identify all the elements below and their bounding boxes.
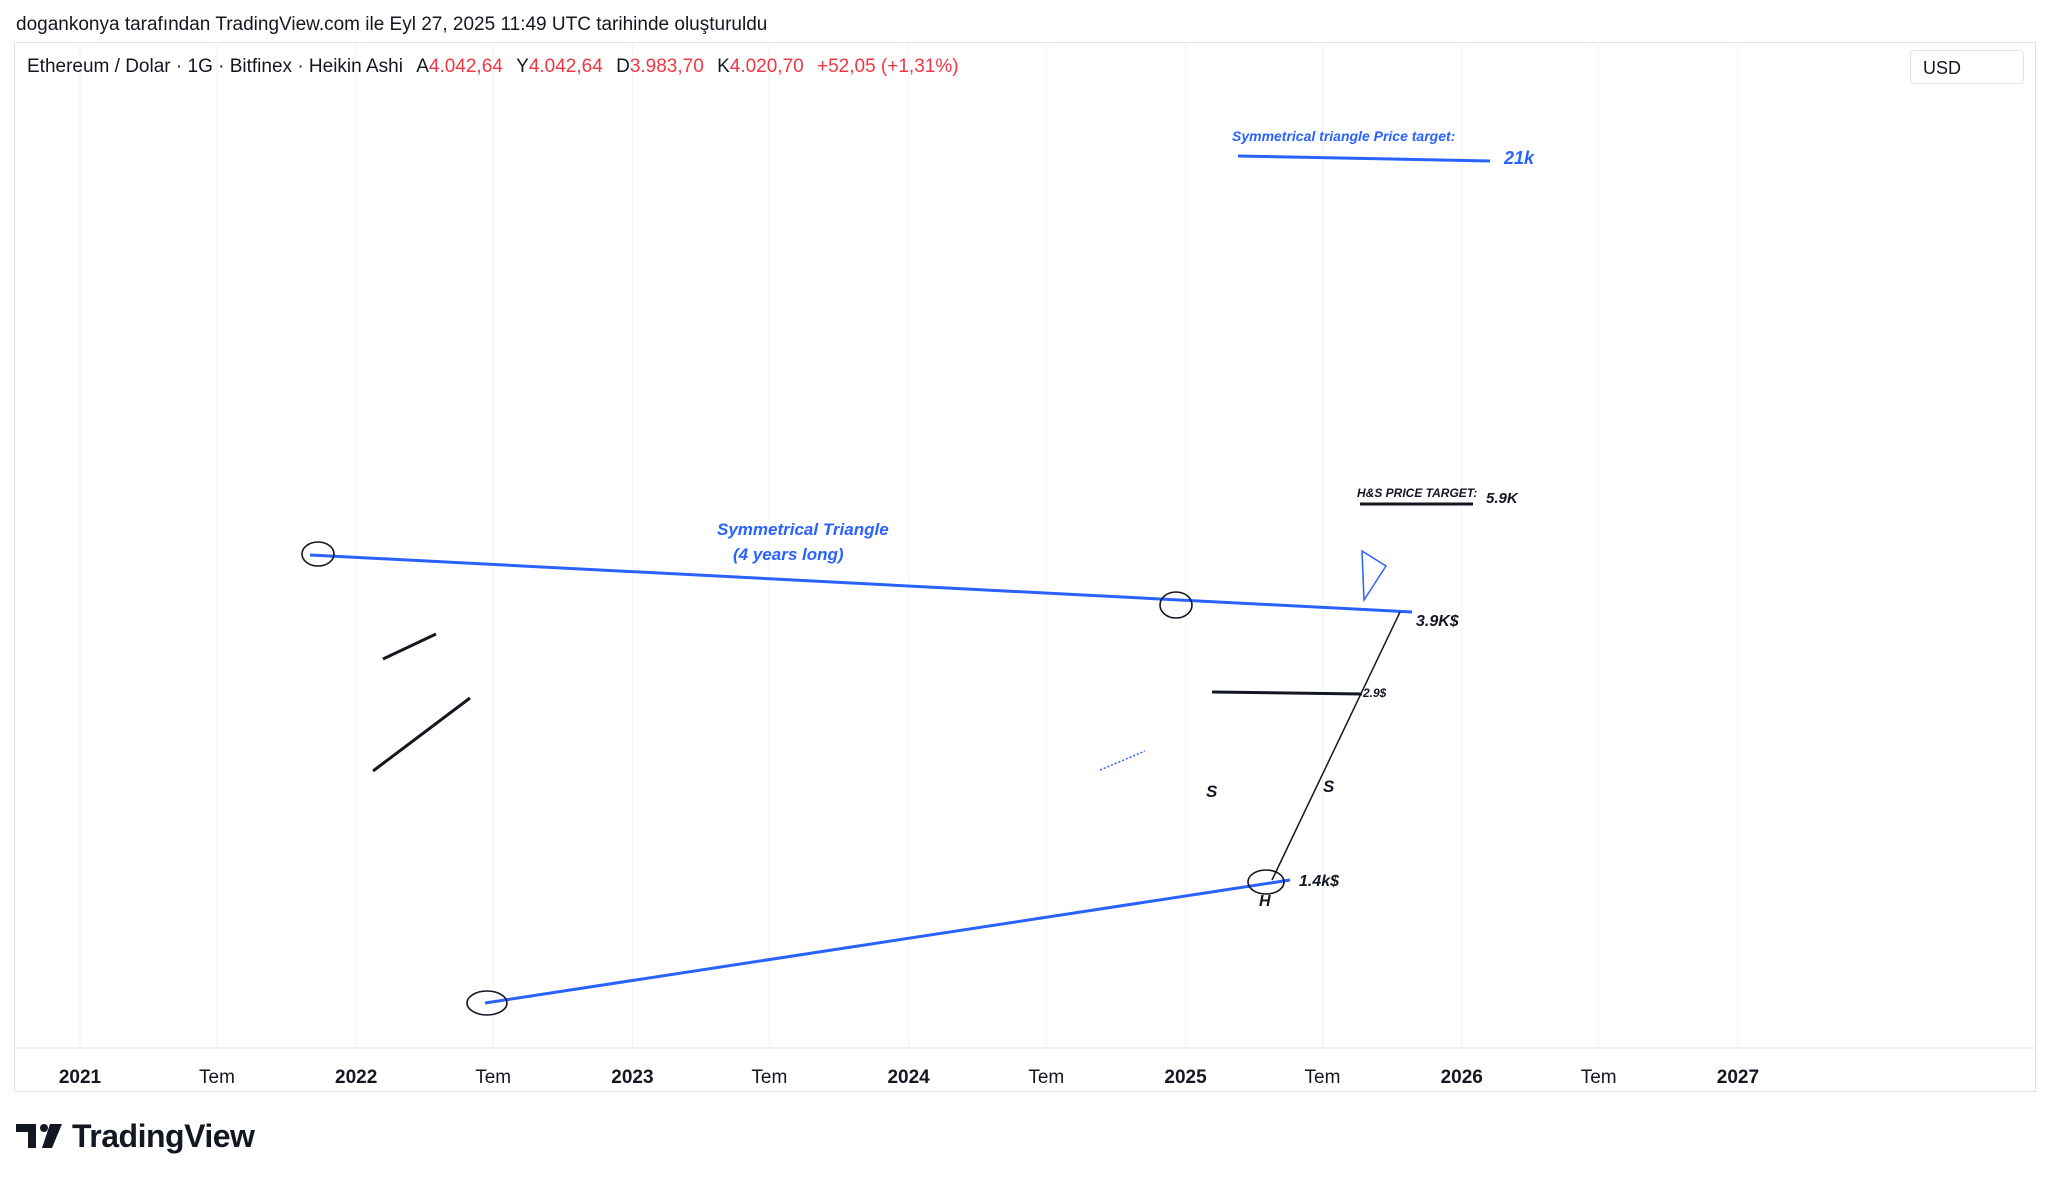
x-tick-label: Tem	[1581, 1067, 1617, 1088]
legend-high-label: Y	[516, 56, 529, 77]
dotted-support	[1099, 750, 1146, 771]
chart-caption: dogankonya tarafından TradingView.com il…	[16, 14, 768, 35]
hs-text: H&S PRICE TARGET:	[1357, 486, 1477, 500]
legend-close: 4.020,70	[729, 56, 804, 77]
x-tick-label: 2025	[1164, 1067, 1207, 1088]
price-target-line	[1237, 154, 1491, 163]
currency-button[interactable]: USD	[1910, 50, 2024, 84]
x-tick-label: 2024	[887, 1067, 930, 1088]
legend-change: +52,05 (+1,31%)	[817, 56, 959, 77]
x-tick-label: Tem	[475, 1067, 511, 1088]
x-tick-label: 2027	[1717, 1067, 1759, 1088]
left-shoulder-label: S	[1206, 782, 1218, 801]
triangle-upper-trendline	[309, 553, 1413, 614]
neckline	[1211, 690, 1363, 696]
legend-low: 3.983,70	[629, 56, 704, 77]
tradingview-logo-icon	[16, 1124, 62, 1148]
x-tick-label: Tem	[1305, 1067, 1341, 1088]
x-tick-label: 2026	[1441, 1067, 1483, 1088]
triangle-subtitle: (4 years long)	[733, 545, 844, 564]
chart-frame	[14, 42, 2036, 1092]
x-tick-label: 2021	[59, 1067, 102, 1088]
level-1-4k: 1.4k$	[1299, 873, 1340, 890]
tradingview-logo[interactable]: TradingView	[16, 1116, 255, 1156]
head-label: H	[1259, 893, 1271, 910]
pennant-lower-line	[372, 696, 471, 773]
x-tick-label: Tem	[199, 1067, 235, 1088]
head-circle	[1247, 869, 1285, 895]
legend-low-label: D	[616, 56, 630, 77]
brand-name: TradingView	[72, 1117, 255, 1154]
x-tick-label: 2023	[611, 1067, 653, 1088]
x-tick-label: Tem	[751, 1067, 787, 1088]
legend-open: 4.042,64	[428, 56, 503, 77]
hs-value: 5.9K	[1486, 490, 1519, 507]
legend-open-label: A	[416, 56, 429, 77]
x-tick-label: 2022	[335, 1067, 377, 1088]
x-tick-label: Tem	[1028, 1067, 1064, 1088]
target-value: 21k	[1503, 148, 1535, 168]
flag-pattern	[1361, 549, 1388, 603]
top-circle	[301, 541, 335, 567]
breakout-circle	[1159, 591, 1193, 619]
level-2-9: 2.9$	[1362, 686, 1387, 700]
legend-high: 4.042,64	[528, 56, 603, 77]
bottom-circle	[466, 990, 508, 1016]
legend-close-label: K	[717, 56, 730, 77]
target-text: Symmetrical triangle Price target:	[1232, 128, 1455, 144]
pennant-upper-line	[382, 632, 437, 661]
legend-symbol[interactable]: Ethereum / Dolar · 1G · Bitfinex · Heiki…	[27, 56, 403, 77]
level-3-9k: 3.9K$	[1416, 613, 1460, 630]
ohlc-legend: Ethereum / Dolar · 1G · Bitfinex · Heiki…	[27, 56, 959, 78]
right-shoulder-label: S	[1323, 777, 1335, 796]
triangle-title: Symmetrical Triangle	[717, 520, 889, 539]
uptrend-line	[1271, 611, 1401, 881]
triangle-lower-trendline	[484, 878, 1291, 1005]
